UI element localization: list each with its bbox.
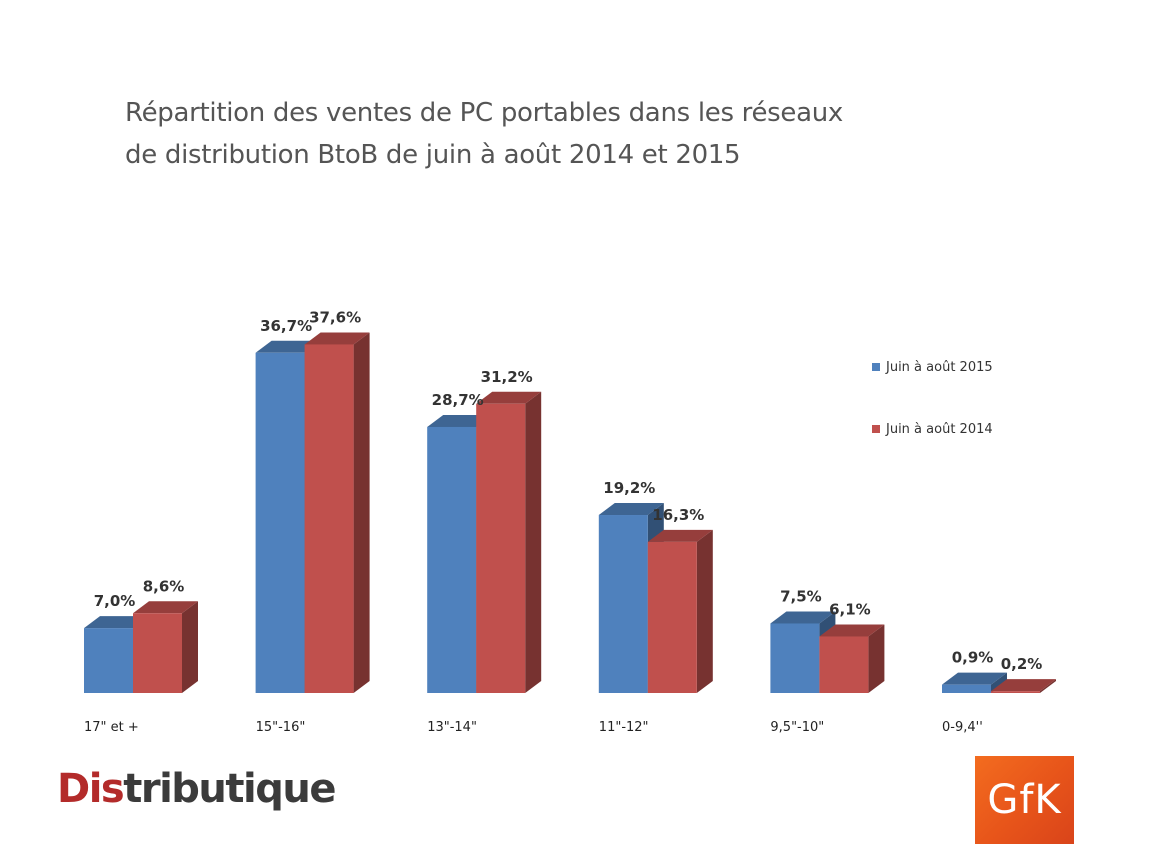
data-label-2015-5: 0,9% (952, 649, 994, 667)
data-label-2015-2: 28,7% (432, 391, 484, 409)
data-label-2014-1: 37,6% (309, 308, 361, 326)
bar-top-2015-2 (427, 414, 493, 427)
x-tick-label-1: 15"-16" (256, 720, 306, 735)
data-label-2014-5: 0,2% (1001, 655, 1043, 673)
bar-2015-1 (255, 352, 305, 693)
data-label-2015-4: 7,5% (780, 587, 822, 605)
chart-title-line-2: de distribution BtoB de juin à août 2014… (125, 140, 741, 170)
x-tick-label-3: 11"-12" (599, 720, 649, 735)
bar-2014-0 (133, 613, 182, 693)
data-label-2015-1: 36,7% (260, 317, 312, 335)
bar-top-2014-1 (304, 332, 370, 345)
legend-item-2015: Juin à août 2015 (872, 358, 993, 376)
data-label-2015-3: 19,2% (603, 479, 655, 497)
x-tick-label-2: 13"-14" (427, 720, 477, 735)
bar-side-2014-3 (696, 529, 713, 693)
bar-2015-0 (84, 628, 133, 693)
bar-2014-3 (647, 541, 697, 693)
bar-2015-2 (427, 426, 477, 693)
bar-top-2014-0 (133, 601, 198, 614)
legend-label-2014: Juin à août 2014 (886, 421, 993, 437)
x-tick-label-5: 0-9,4'' (942, 720, 983, 735)
bar-side-2014-4 (868, 624, 885, 693)
bar-top-2015-3 (598, 503, 664, 516)
bar-top-2014-4 (819, 624, 885, 637)
x-tick-label-0: 17" et + (84, 720, 139, 735)
bar-2015-5 (942, 684, 991, 693)
bar-side-2014-5 (1040, 679, 1056, 693)
chart-title-line-1: Répartition des ventes de PC portables d… (125, 98, 844, 128)
bar-side-2015-5 (991, 672, 1007, 693)
bar-2014-5 (991, 691, 1040, 693)
data-label-2014-2: 31,2% (481, 368, 533, 386)
distributique-logo: Distributique (57, 766, 336, 812)
bar-2015-4 (770, 623, 820, 693)
distributique-logo-red: Dis (57, 766, 125, 812)
data-label-2014-4: 6,1% (829, 600, 871, 618)
bar-top-2014-2 (476, 391, 542, 404)
data-label-2014-3: 16,3% (652, 506, 704, 524)
data-label-2015-0: 7,0% (94, 592, 136, 610)
bar-top-2015-0 (84, 616, 149, 629)
data-label-2014-0: 8,6% (143, 577, 185, 595)
bar-2014-2 (476, 403, 526, 693)
bar-2014-1 (304, 344, 354, 693)
legend-item-2014: Juin à août 2014 (872, 420, 993, 438)
bar-top-2014-5 (991, 679, 1056, 692)
gfk-logo-text: GfK (987, 777, 1062, 823)
bar-2015-3 (598, 515, 648, 693)
x-tick-label-4: 9,5"-10" (770, 720, 824, 735)
bar-side-2014-0 (182, 601, 198, 693)
legend-label-2015: Juin à août 2015 (886, 359, 993, 375)
legend-swatch-2015 (872, 363, 880, 371)
bar-side-2014-1 (353, 332, 370, 693)
bar-2014-4 (819, 636, 869, 693)
chart-title: Répartition des ventes de PC portables d… (125, 92, 945, 176)
bar-top-2015-5 (942, 672, 1007, 685)
chart-legend: Juin à août 2015 Juin à août 2014 (872, 358, 993, 482)
gfk-logo: GfK (975, 756, 1074, 844)
legend-swatch-2014 (872, 425, 880, 433)
distributique-logo-dark: tributique (123, 766, 336, 812)
bar-top-2015-1 (255, 340, 321, 353)
bar-top-2014-3 (647, 529, 713, 542)
bar-side-2014-2 (525, 391, 542, 693)
bar-top-2015-4 (770, 611, 836, 624)
